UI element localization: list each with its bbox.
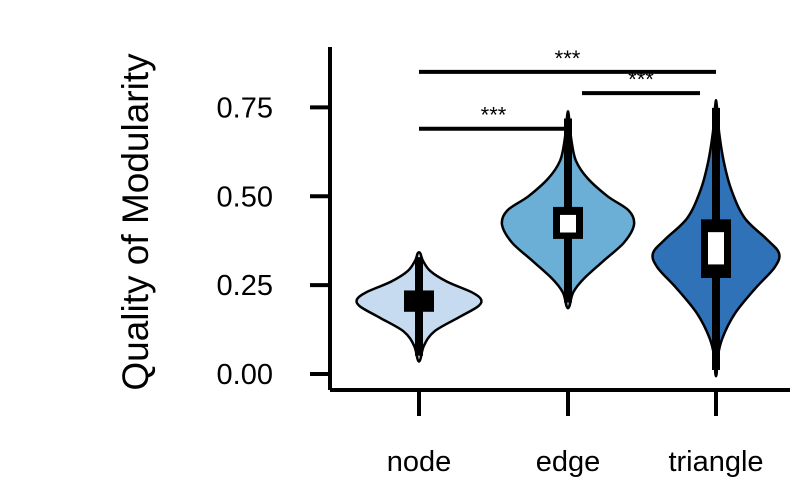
violin-node bbox=[355, 250, 483, 363]
x-axis: node edge triangle bbox=[330, 388, 790, 477]
violin-triangle bbox=[651, 99, 781, 378]
y-tick-label: 0.75 bbox=[217, 92, 273, 124]
y-tick-label: 0.50 bbox=[217, 181, 273, 213]
x-tick-label: edge bbox=[536, 446, 601, 477]
median-marker bbox=[708, 232, 724, 265]
significance-bracket: *** bbox=[419, 46, 716, 74]
violins bbox=[355, 99, 781, 378]
y-tick-label: 0.25 bbox=[217, 270, 273, 302]
significance-label: *** bbox=[555, 46, 581, 71]
y-axis: 0.00 0.25 0.50 0.75 bbox=[217, 47, 332, 391]
x-tick-label: triangle bbox=[668, 446, 763, 477]
x-tick-label: node bbox=[387, 446, 452, 477]
y-tick-label: 0.00 bbox=[217, 359, 273, 391]
iqr-box bbox=[404, 290, 434, 312]
violin-edge bbox=[500, 110, 636, 310]
y-axis-title: Quality of Modularity bbox=[115, 53, 156, 391]
significance-annotations: ********* bbox=[419, 46, 716, 131]
significance-label: *** bbox=[481, 103, 507, 128]
median-marker bbox=[560, 214, 576, 233]
significance-bracket: *** bbox=[419, 103, 568, 131]
